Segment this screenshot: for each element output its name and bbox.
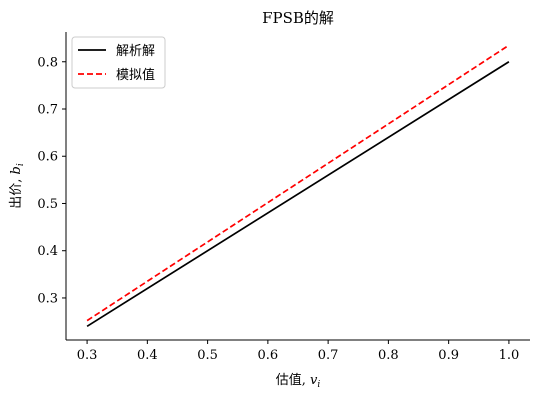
x-tick-label: 0.7 <box>318 348 339 363</box>
x-tick-label: 0.4 <box>137 348 158 363</box>
y-tick-label: 0.7 <box>37 103 58 118</box>
y-axis-label-var: b <box>9 166 24 174</box>
series-lines <box>86 44 510 328</box>
y-tick-label: 0.4 <box>37 244 58 259</box>
plot-area: 0.3 0.4 0.5 0.6 0.7 0.8 0.9 1.0 0.3 0.4 0.5 0.6 0.7… <box>37 32 530 363</box>
x-tick-label: 0.8 <box>378 348 399 363</box>
chart-title: FPSB的解 <box>262 9 334 27</box>
x-ticks: 0.3 0.4 0.5 0.6 0.7 0.8 0.9 1.0 <box>77 340 520 363</box>
x-axis-label-var: v <box>310 373 318 388</box>
y-tick-label: 0.6 <box>37 150 58 165</box>
y-tick-label: 0.5 <box>37 197 58 212</box>
x-tick-label: 0.9 <box>438 348 459 363</box>
y-axis-label: 出价, bi <box>9 163 26 209</box>
y-ticks: 0.3 0.4 0.5 0.6 0.7 0.8 <box>37 55 66 306</box>
x-tick-label: 1.0 <box>499 348 520 363</box>
legend-label-0: 解析解 <box>116 44 155 59</box>
x-tick-label: 0.5 <box>197 348 218 363</box>
x-tick-label: 0.3 <box>77 348 98 363</box>
series-line-0 <box>86 61 510 328</box>
y-axis-label-sub: i <box>16 163 26 166</box>
x-axis-label: 估值, vi <box>276 372 321 390</box>
y-tick-label: 0.3 <box>37 291 58 306</box>
legend-label-1: 模拟值 <box>116 67 155 83</box>
x-axis-label-sub: i <box>317 380 320 390</box>
x-axis-label-text: 估值, <box>276 372 310 388</box>
series-line-1 <box>86 44 510 322</box>
x-tick-label: 0.6 <box>258 348 279 363</box>
y-tick-label: 0.8 <box>37 55 58 70</box>
y-axis-label-text: 出价, <box>9 174 24 208</box>
